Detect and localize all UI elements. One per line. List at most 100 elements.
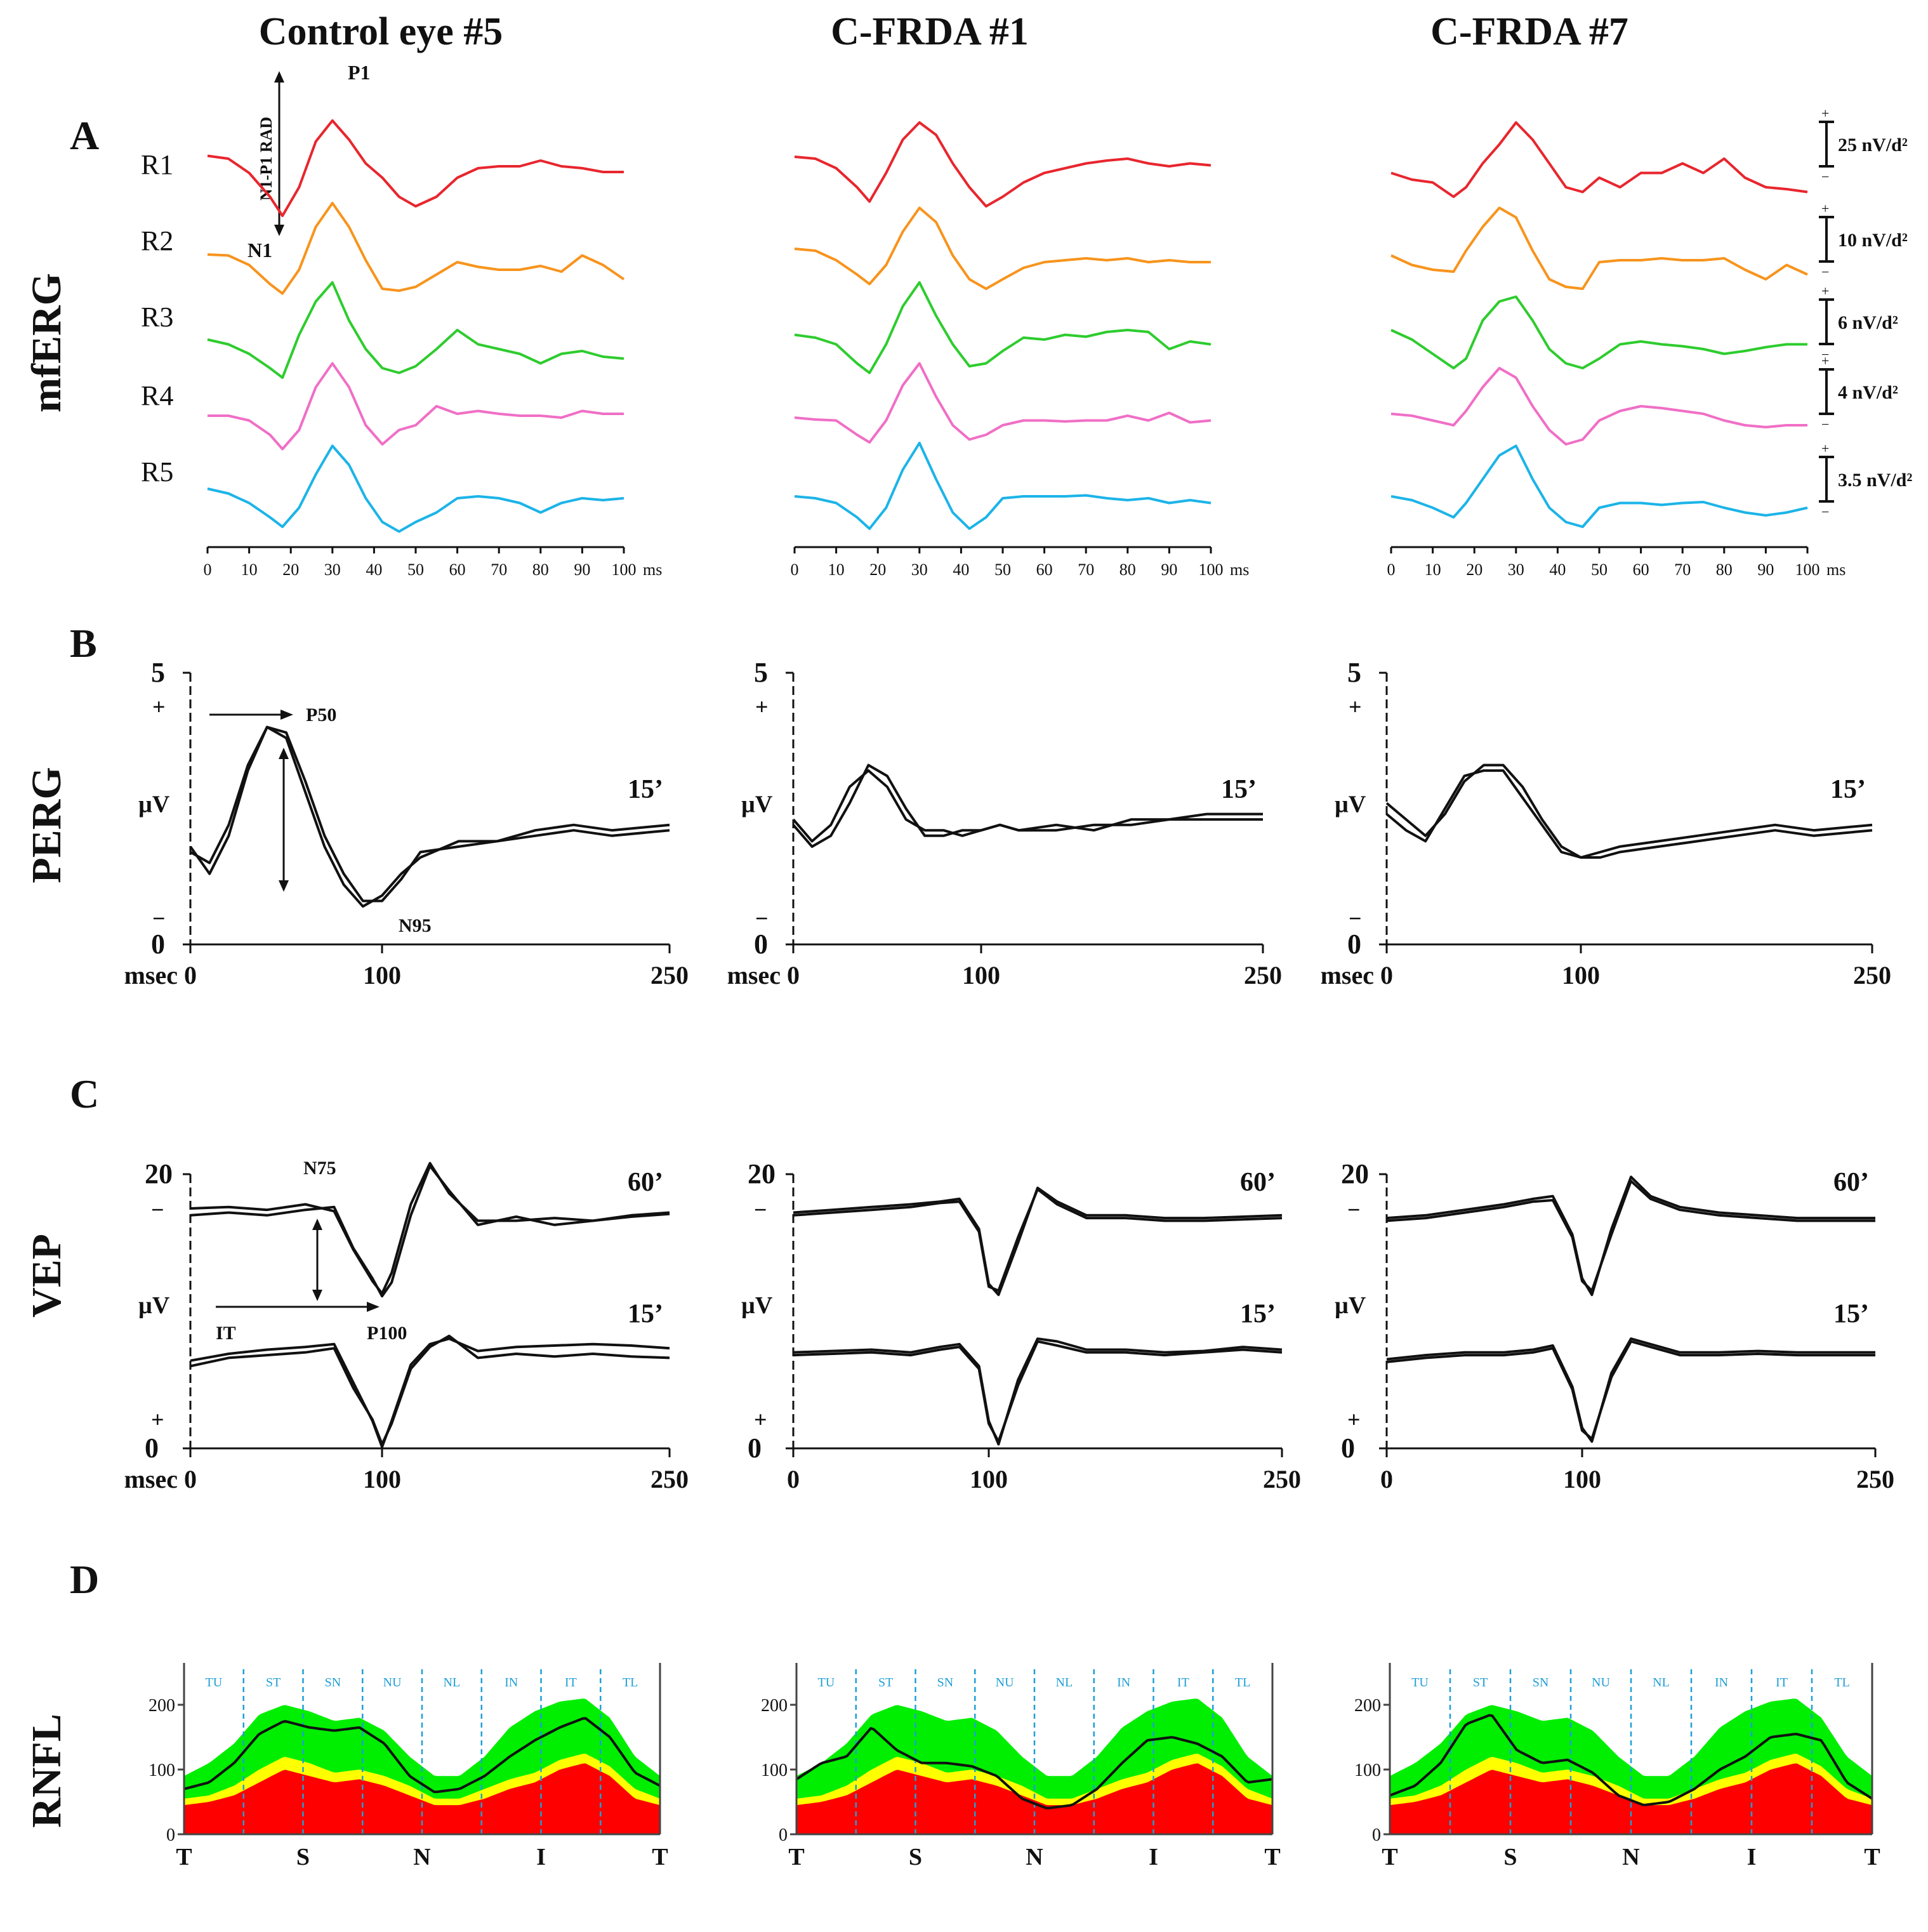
- rnfl-x-label: I: [1149, 1844, 1158, 1870]
- vep-trace-15: [1386, 1340, 1875, 1440]
- vep-trace-60: [190, 1161, 670, 1295]
- rnfl-thickness-line: [183, 1717, 661, 1794]
- vep-plus-sign: +: [754, 1406, 767, 1432]
- rnfl-x-label: T: [176, 1844, 192, 1870]
- rnfl-y-tick-label: 100: [149, 1761, 175, 1780]
- perg-plus-sign: +: [1349, 694, 1362, 719]
- rnfl-sector-label: NU: [996, 1676, 1014, 1690]
- rnfl-x-label: S: [296, 1844, 310, 1870]
- mferg-trace-r1: [1390, 121, 1808, 198]
- perg-trace-1: [189, 725, 670, 903]
- rnfl-sector-label: IN: [505, 1676, 518, 1690]
- mferg-tick-label: 20: [869, 560, 886, 579]
- perg-check-size: 15’: [1830, 775, 1866, 804]
- scale-bar: + − 3.5 nV/d²: [1819, 440, 1912, 520]
- row-label: VEP: [23, 1234, 70, 1318]
- rnfl-abnormal-band: [184, 1763, 660, 1834]
- p1-label: P1: [348, 61, 371, 84]
- panel-letter: C: [70, 1071, 99, 1116]
- ring-label: R1: [141, 149, 173, 180]
- p50-arrow: [209, 710, 293, 720]
- perg-x-label: msec: [1321, 961, 1374, 989]
- ring-label: R3: [141, 301, 173, 333]
- rnfl-x-label: S: [909, 1844, 922, 1870]
- mferg-trace-r3: [794, 281, 1212, 374]
- vep-check-size-60: 60’: [1240, 1168, 1276, 1197]
- perg-minus-sign: −: [152, 906, 166, 931]
- perg-x-label: msec: [727, 961, 781, 989]
- rnfl-y-tick-label: 0: [779, 1825, 788, 1845]
- rnfl-y-tick-label: 100: [1354, 1761, 1381, 1780]
- mferg-tick-label: 60: [1036, 560, 1053, 579]
- mferg-tick-label: 70: [491, 560, 507, 579]
- mferg-x-unit: ms: [1230, 560, 1249, 579]
- mferg-trace-r5: [1390, 444, 1808, 528]
- ring-label: R2: [141, 225, 173, 256]
- perg-y-label: µV: [1335, 791, 1366, 817]
- vep-y-label: µV: [1335, 1292, 1366, 1319]
- rnfl-sector-label: TL: [1235, 1676, 1250, 1690]
- mferg-tick-label: 100: [1199, 560, 1224, 579]
- scale-plus: +: [1821, 353, 1829, 369]
- mferg-tick-label: 50: [994, 560, 1011, 579]
- scale-label: 10 nV/d²: [1838, 230, 1908, 251]
- it-label: IT: [216, 1323, 236, 1344]
- rnfl-y-tick-label: 200: [1354, 1696, 1381, 1716]
- perg-y-label: µV: [138, 791, 170, 817]
- rnfl-sector-label: ST: [878, 1676, 893, 1690]
- mferg-trace-r3: [207, 281, 624, 379]
- rnfl-sector-label: NL: [1056, 1676, 1073, 1690]
- vep-minus-sign: −: [1347, 1197, 1361, 1222]
- scale-bar: + − 6 nV/d²: [1819, 283, 1898, 362]
- vep-minus-sign: −: [754, 1197, 767, 1222]
- mferg-tick-label: 80: [1119, 560, 1136, 579]
- mferg-tick-label: 10: [241, 560, 258, 579]
- column-title: Control eye #5: [259, 10, 503, 53]
- perg-x-tick-label: 100: [1562, 961, 1600, 989]
- perg-plus-sign: +: [152, 694, 166, 719]
- rnfl-abnormal-band: [796, 1763, 1272, 1834]
- vep-trace-60: [793, 1188, 1283, 1292]
- scale-minus: −: [1821, 264, 1829, 280]
- rnfl-thickness-line: [1389, 1714, 1873, 1806]
- rnfl-sector-label: NL: [444, 1676, 461, 1690]
- scale-plus: +: [1821, 440, 1829, 456]
- vep-x-tick-label: 100: [363, 1465, 401, 1493]
- vep-trace-15: [793, 1340, 1283, 1443]
- mferg-tick-label: 60: [449, 560, 466, 579]
- vep-check-size-60: 60’: [628, 1168, 663, 1197]
- rnfl-sector-label: IN: [1715, 1676, 1728, 1690]
- mferg-trace-r5: [794, 442, 1212, 530]
- vep-check-size-60: 60’: [1833, 1168, 1869, 1197]
- rnfl-sector-label: SN: [325, 1676, 341, 1690]
- perg-x-tick-label: 0: [184, 961, 197, 989]
- mferg-trace-r2: [207, 202, 625, 295]
- perg-trace-2: [190, 725, 670, 908]
- perg-check-size: 15’: [628, 775, 663, 804]
- scale-label: 3.5 nV/d²: [1838, 470, 1912, 491]
- mferg-tick-label: 0: [1387, 560, 1396, 579]
- perg-trace-2: [1385, 769, 1873, 859]
- mferg-tick-label: 10: [828, 560, 845, 579]
- perg-x-tick-label: 100: [962, 961, 1000, 989]
- mferg-tick-label: 0: [204, 560, 212, 579]
- perg-minus-sign: −: [755, 906, 769, 931]
- mferg-tick-label: 60: [1633, 560, 1649, 579]
- rnfl-y-tick-label: 100: [761, 1761, 788, 1780]
- scale-plus: +: [1821, 201, 1829, 216]
- rnfl-sector-label: IT: [1776, 1676, 1788, 1690]
- rnfl-sector-label: TL: [623, 1676, 638, 1690]
- scale-bar: + − 25 nV/d²: [1819, 105, 1908, 185]
- n1-label: N1: [248, 239, 272, 261]
- rnfl-sector-label: IT: [565, 1676, 577, 1690]
- vep-x-tick-label: 0: [787, 1465, 800, 1493]
- scale-minus: −: [1821, 169, 1829, 185]
- mferg-tick-label: 30: [324, 560, 341, 579]
- vep-x-tick-label: 100: [970, 1465, 1008, 1493]
- mferg-tick-label: 40: [1549, 560, 1566, 579]
- mferg-trace-r4: [1390, 367, 1807, 446]
- rnfl-sector-label: SN: [937, 1676, 954, 1690]
- p50-label: P50: [306, 705, 336, 725]
- mferg-tick-label: 30: [911, 560, 928, 579]
- rnfl-sector-label: IT: [1177, 1676, 1189, 1690]
